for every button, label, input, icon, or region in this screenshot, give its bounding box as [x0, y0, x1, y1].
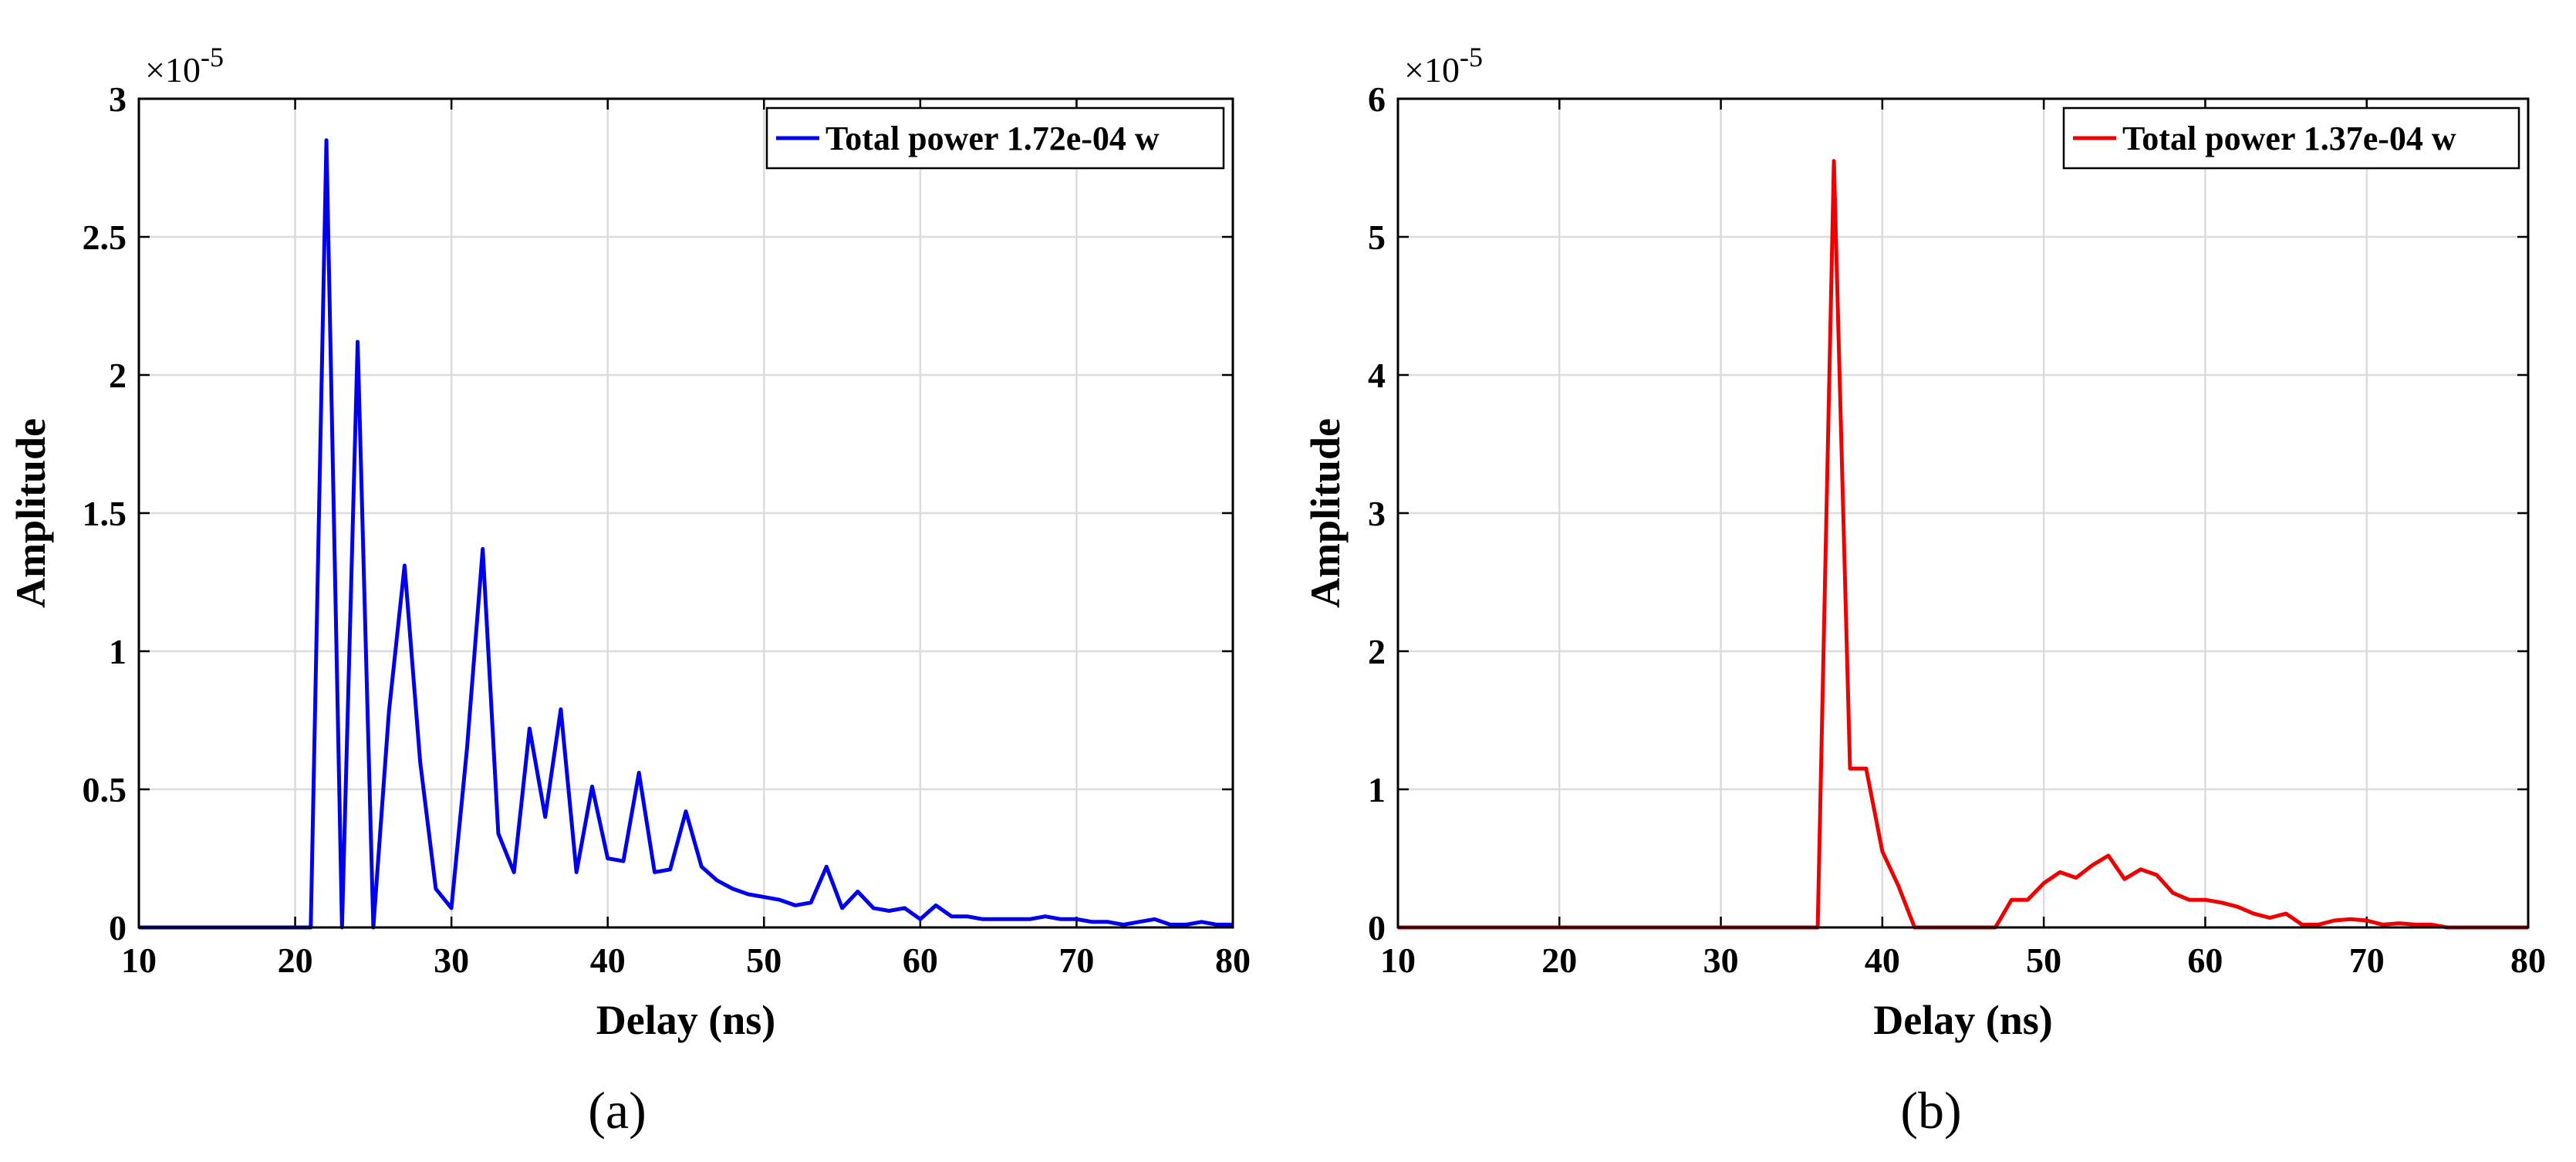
- x-tick-label: 20: [1541, 941, 1577, 980]
- y-exponent-label: ×10-5: [1404, 42, 1483, 90]
- axes-box: [1396, 97, 2530, 929]
- y-exponent-power: -5: [201, 42, 224, 73]
- x-tick-label: 70: [2349, 941, 2385, 980]
- y-tick-label: 2: [109, 356, 127, 395]
- x-axis-label: Delay (ns): [1873, 997, 2052, 1043]
- y-tick-label: 1.5: [83, 494, 127, 533]
- y-exponent-power: -5: [1460, 42, 1483, 73]
- x-tick-label: 30: [434, 941, 469, 980]
- chart-b: 10 20 30 40 50 60 70 80 0 1 2 3 4 5 6 ×10-5 Delay (ns) Am…: [1302, 42, 2546, 1140]
- x-tick-label: 30: [1703, 941, 1739, 980]
- y-tick-label: 4: [1368, 356, 1386, 395]
- y-tick-label: 0.5: [83, 770, 127, 809]
- y-axis-label: Amplitude: [8, 418, 54, 608]
- y-tick-label: 3: [109, 79, 127, 119]
- y-axis-label: Amplitude: [1302, 418, 1349, 608]
- panel-label: (a): [588, 1081, 646, 1140]
- axes-box: [137, 97, 1234, 929]
- y-tick-label: 0: [1368, 908, 1386, 948]
- y-tick-label: 1: [109, 632, 127, 671]
- x-tick-label: 80: [1215, 941, 1251, 980]
- panel-label: (b): [1900, 1081, 1961, 1140]
- x-tick-label: 60: [2187, 941, 2223, 980]
- y-exponent-label: ×10-5: [145, 42, 224, 90]
- y-tick-label: 1: [1368, 770, 1386, 809]
- x-tick-label: 50: [746, 941, 782, 980]
- y-tick-label: 0: [109, 908, 127, 948]
- y-tick-label: 2: [1368, 632, 1386, 671]
- x-tick-label: 70: [1058, 941, 1094, 980]
- y-tick-label: 3: [1368, 494, 1386, 533]
- series-line: [139, 138, 1233, 930]
- legend-label: Total power 1.37e-04 w: [2122, 120, 2456, 157]
- legend-label: Total power 1.72e-04 w: [825, 120, 1160, 157]
- legend-box: [2062, 106, 2520, 170]
- chart-a: 10 20 30 40 50 60 70 80 0 0.5 1 1.5 2 2.5 3 ×10-5 Delay …: [8, 42, 1251, 1140]
- y-tick-label: 5: [1368, 218, 1386, 257]
- x-tick-label: 10: [1380, 941, 1416, 980]
- x-tick-label: 20: [278, 941, 313, 980]
- y-exponent-base: ×10: [1404, 50, 1460, 90]
- x-tick-label: 40: [590, 941, 626, 980]
- x-tick-label: 10: [121, 941, 157, 980]
- x-tick-label: 40: [1865, 941, 1900, 980]
- x-axis-label: Delay (ns): [596, 997, 775, 1043]
- y-tick-label: 2.5: [83, 218, 127, 257]
- legend-box: [765, 106, 1225, 170]
- y-tick-label: 6: [1368, 79, 1386, 119]
- x-tick-label: 60: [903, 941, 938, 980]
- y-exponent-base: ×10: [145, 50, 201, 90]
- x-tick-label: 80: [2510, 941, 2546, 980]
- x-tick-label: 50: [2026, 941, 2061, 980]
